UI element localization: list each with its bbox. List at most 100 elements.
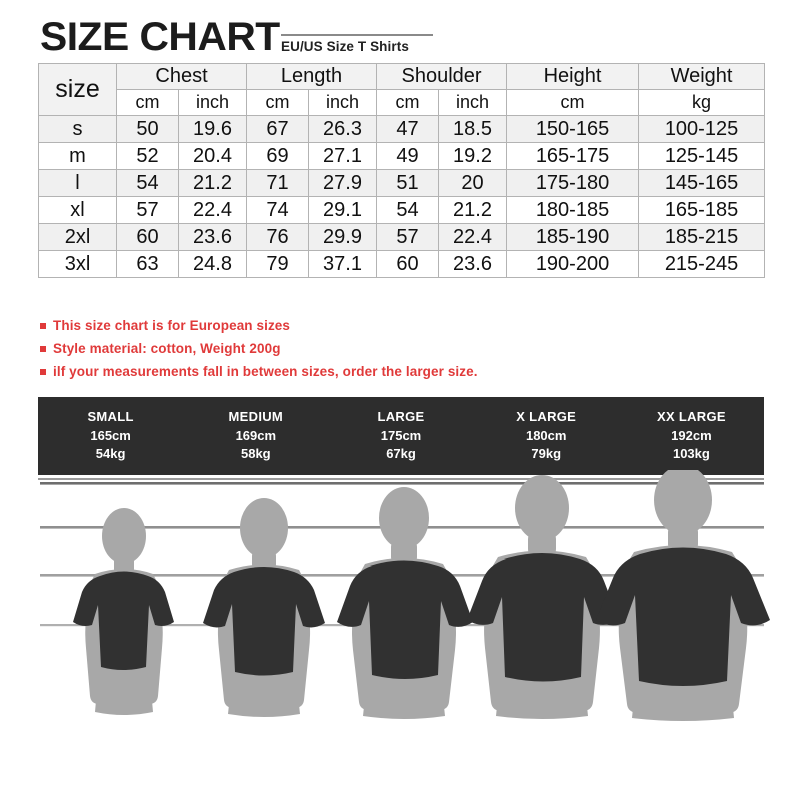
cell-height-cm: 180-185 <box>506 196 640 224</box>
title-row: SIZE CHART EU/US Size T Shirts <box>40 12 760 59</box>
cell-chest-inch: 23.6 <box>178 223 247 251</box>
banner-name: MEDIUM <box>228 408 284 424</box>
shirt-xx-large <box>596 547 770 686</box>
cell-weight-kg: 125-145 <box>638 142 766 170</box>
table-row: 2xl 60 23.6 76 29.9 57 22.4 185-190 185-… <box>38 223 766 251</box>
banner-weight: 103kg <box>672 446 710 462</box>
size-table-wrap: size Chest Length Shoulder Height Weight… <box>38 63 766 278</box>
cell-shoulder-cm: 49 <box>376 142 440 170</box>
cell-shoulder-inch: 21.2 <box>438 196 508 224</box>
banner-height: 175cm <box>380 427 422 443</box>
banner-col-small: SMALL 165cm 54kg <box>38 408 183 465</box>
x-large-figure <box>467 475 619 719</box>
unit-chest-inch: inch <box>178 89 247 116</box>
banner-name: LARGE <box>377 408 425 424</box>
cell-length-inch: 27.9 <box>307 169 378 197</box>
notes-list: This size chart is for European sizes St… <box>40 318 740 387</box>
banner-height: 169cm <box>235 427 277 443</box>
header-height: Height <box>506 63 640 90</box>
unit-shoulder-cm: cm <box>376 89 440 116</box>
cell-weight-kg: 165-185 <box>638 196 766 224</box>
cell-height-cm: 165-175 <box>506 142 640 170</box>
cell-shoulder-inch: 20 <box>438 169 508 197</box>
banner-col-x-large: X LARGE 180cm 79kg <box>474 408 619 465</box>
note-item: This size chart is for European sizes <box>40 318 740 333</box>
cell-chest-inch: 20.4 <box>178 142 247 170</box>
cell-height-cm: 175-180 <box>506 169 640 197</box>
table-row: m 52 20.4 69 27.1 49 19.2 165-175 125-14… <box>38 142 766 170</box>
cell-length-cm: 74 <box>246 196 309 224</box>
unit-weight-kg: kg <box>638 89 766 116</box>
cell-chest-cm: 50 <box>116 115 179 143</box>
note-item: ilf your measurements fall in between si… <box>40 364 740 379</box>
cell-height-cm: 185-190 <box>506 223 640 251</box>
cell-length-cm: 76 <box>246 223 309 251</box>
banner-weight: 54kg <box>95 446 126 462</box>
table-header-units: cm inch cm inch cm inch cm kg <box>39 89 766 116</box>
header-chest: Chest <box>116 63 247 90</box>
large-figure <box>337 487 473 719</box>
banner-weight: 58kg <box>240 446 271 462</box>
note-item: Style material: cotton, Weight 200g <box>40 341 740 356</box>
cell-shoulder-cm: 60 <box>376 250 440 278</box>
size-banner: SMALL 165cm 54kg MEDIUM 169cm 58kg LARGE… <box>38 397 764 475</box>
unit-height-cm: cm <box>506 89 640 116</box>
cell-length-cm: 69 <box>246 142 309 170</box>
shirt-large <box>337 560 473 679</box>
cell-shoulder-inch: 23.6 <box>438 250 508 278</box>
cell-shoulder-cm: 51 <box>376 169 440 197</box>
banner-weight: 67kg <box>386 446 416 462</box>
table-row: l 54 21.2 71 27.9 51 20 175-180 145-165 <box>38 169 766 197</box>
cell-chest-cm: 57 <box>116 196 179 224</box>
small-figure <box>73 508 174 715</box>
banner-name: XX LARGE <box>656 408 726 424</box>
cell-height-cm: 150-165 <box>506 115 640 143</box>
page-title: SIZE CHART <box>40 15 280 59</box>
shirt-small <box>73 571 174 670</box>
table-header-groups: size Chest Length Shoulder Height Weight <box>38 63 766 116</box>
unit-length-inch: inch <box>307 89 378 116</box>
header-length: Length <box>245 63 378 90</box>
bullet-square-icon <box>40 322 46 329</box>
size-table: size Chest Length Shoulder Height Weight… <box>38 63 766 278</box>
cell-shoulder-inch: 18.5 <box>438 115 508 143</box>
cell-length-inch: 29.9 <box>307 223 378 251</box>
cell-weight-kg: 100-125 <box>638 115 766 143</box>
page-subtitle: EU/US Size T Shirts <box>281 39 409 54</box>
cell-chest-inch: 21.2 <box>178 169 247 197</box>
cell-size: xl <box>38 196 117 224</box>
bullet-square-icon <box>40 368 46 375</box>
banner-weight: 79kg <box>531 446 562 462</box>
cell-weight-kg: 145-165 <box>638 169 766 197</box>
cell-size: m <box>38 142 117 170</box>
cell-height-cm: 190-200 <box>506 250 640 278</box>
cell-length-inch: 37.1 <box>307 250 378 278</box>
note-text: ilf your measurements fall in between si… <box>53 364 478 379</box>
subtitle-wrap: EU/US Size T Shirts <box>281 34 433 56</box>
cell-chest-cm: 60 <box>116 223 179 251</box>
bullet-square-icon <box>40 345 46 352</box>
cell-chest-cm: 54 <box>116 169 179 197</box>
cell-length-cm: 67 <box>246 115 309 143</box>
header-size: size <box>38 63 117 116</box>
banner-height: 192cm <box>671 427 712 443</box>
cell-shoulder-inch: 22.4 <box>438 223 508 251</box>
unit-shoulder-inch: inch <box>438 89 508 116</box>
cell-length-cm: 71 <box>246 169 309 197</box>
table-row: xl 57 22.4 74 29.1 54 21.2 180-185 165-1… <box>38 196 766 224</box>
banner-name: SMALL <box>87 408 134 424</box>
cell-size: l <box>38 169 117 197</box>
cell-chest-inch: 19.6 <box>178 115 247 143</box>
cell-shoulder-cm: 57 <box>376 223 440 251</box>
unit-length-cm: cm <box>246 89 309 116</box>
shirt-medium <box>203 567 325 676</box>
note-text: Style material: cotton, Weight 200g <box>53 341 281 356</box>
cell-length-inch: 27.1 <box>307 142 378 170</box>
cell-size: 3xl <box>38 250 117 278</box>
header-weight: Weight <box>638 63 766 90</box>
cell-weight-kg: 185-215 <box>638 223 766 251</box>
cell-shoulder-cm: 54 <box>376 196 440 224</box>
medium-figure <box>203 498 325 717</box>
banner-name: X LARGE <box>516 408 577 424</box>
